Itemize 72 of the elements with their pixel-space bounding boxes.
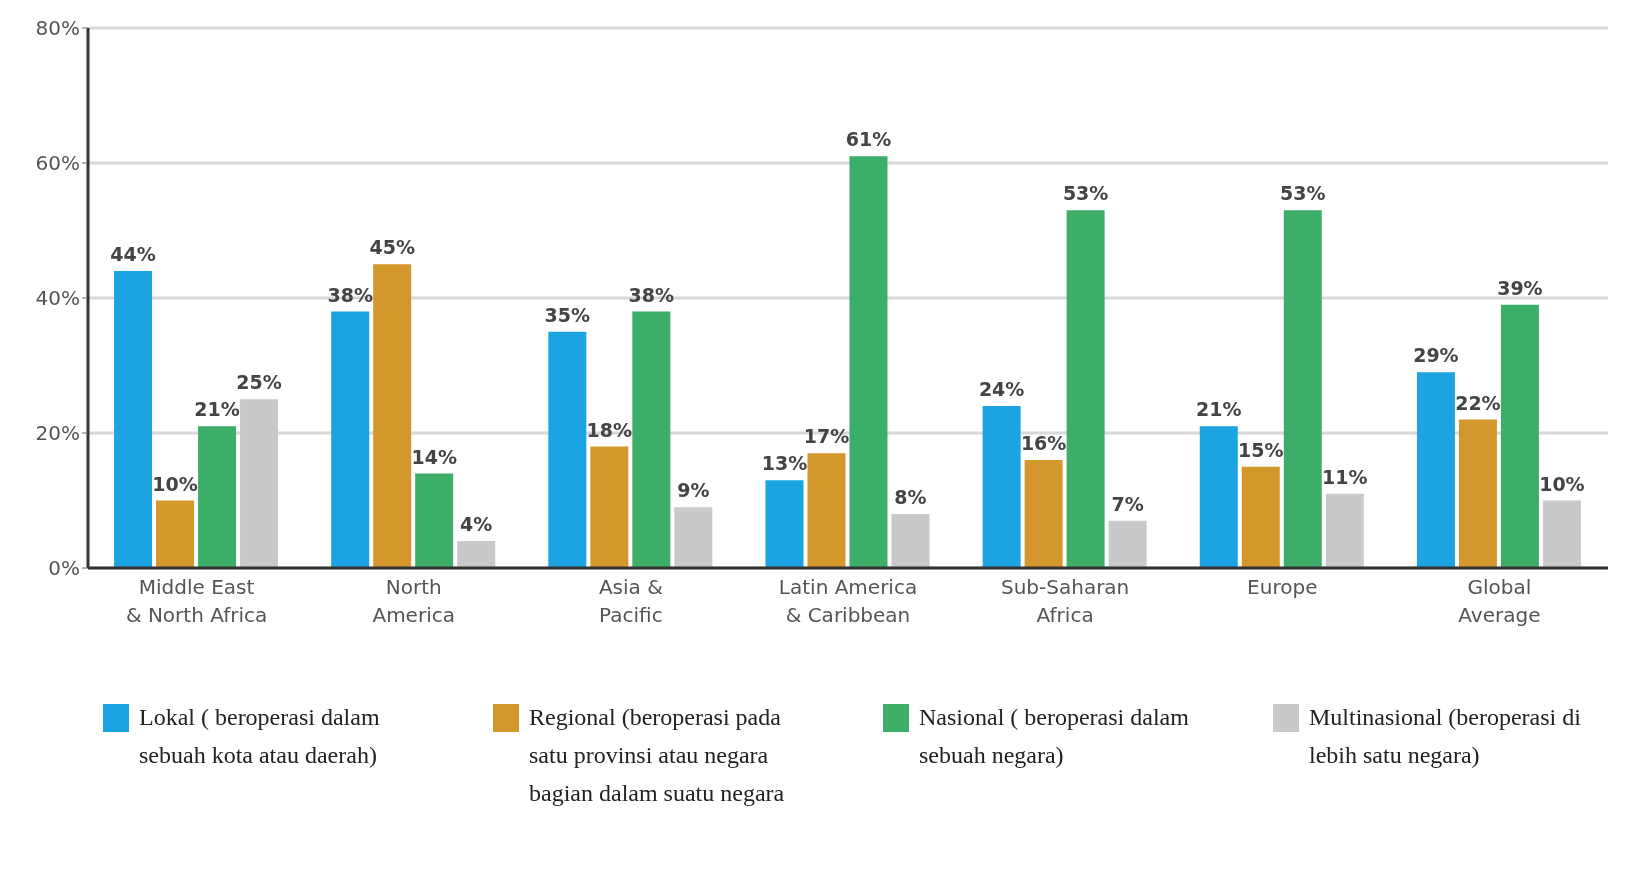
bar: [1458, 419, 1497, 568]
data-label: 24%: [978, 378, 1025, 400]
bar: [765, 480, 804, 568]
data-label: 25%: [236, 371, 282, 394]
bar: [1500, 304, 1539, 568]
bar: [331, 311, 370, 568]
bar: [1283, 210, 1322, 568]
bar: [240, 399, 279, 568]
data-label: 44%: [110, 243, 156, 265]
bar: [674, 507, 713, 568]
data-label: 10%: [152, 472, 198, 495]
bar: [590, 446, 629, 568]
data-label: 10%: [1539, 472, 1585, 495]
bar: [1542, 500, 1581, 568]
y-tick-label: 80%: [35, 16, 80, 41]
data-label: 45%: [369, 236, 415, 259]
legend-label: Nasional ( beroperasi dalam sebuah negara): [919, 703, 1190, 770]
data-label: 15%: [1238, 438, 1284, 461]
bar: [415, 473, 454, 568]
data-label: 21%: [1196, 398, 1242, 421]
bar: [114, 271, 153, 568]
bar: [548, 331, 587, 568]
bar: [1416, 372, 1455, 568]
y-tick-label: 40%: [35, 286, 80, 311]
x-tick-label: Middle East & North Africa: [125, 575, 268, 627]
data-label: 14%: [411, 445, 457, 468]
data-label: 39%: [1497, 276, 1543, 299]
x-tick-label: North America: [372, 575, 455, 627]
bar: [1024, 460, 1063, 568]
bar: [891, 514, 930, 568]
bar: [198, 426, 237, 568]
x-tick-label: Latin America & Caribbean: [778, 575, 918, 627]
bar: [457, 541, 496, 568]
bar: [849, 156, 888, 568]
bar: [982, 406, 1021, 568]
x-tick-label: Global Average: [1458, 575, 1541, 627]
x-tick-label: Asia & Pacific: [598, 575, 663, 627]
x-tick-label: Sub-Saharan Africa: [1000, 575, 1130, 627]
y-tick-label: 60%: [35, 151, 80, 176]
legend-label: Regional (beroperasi pada satu provinsi atau negara bagian dalam suatu negara: [529, 703, 786, 808]
legend-label: Multinasional (beroperasi di lebih satu negara): [1309, 703, 1582, 770]
bar: [807, 453, 846, 568]
x-tick-label: Europe: [1247, 575, 1318, 599]
data-label: 53%: [1280, 182, 1326, 205]
bar: [1325, 493, 1364, 568]
y-tick-label: 0%: [48, 556, 80, 581]
data-label: 18%: [586, 418, 633, 441]
data-label: 38%: [628, 283, 675, 306]
data-label: 8%: [894, 486, 927, 508]
data-label: 61%: [845, 128, 892, 151]
data-label: 29%: [1413, 344, 1459, 367]
data-label: 7%: [1111, 492, 1144, 515]
bar: [1066, 210, 1105, 568]
y-tick-label: 20%: [35, 421, 80, 446]
bar: [373, 264, 412, 568]
bar: [1241, 466, 1280, 568]
data-label: 35%: [544, 303, 591, 326]
data-label: 38%: [327, 283, 373, 306]
data-label: 4%: [460, 513, 493, 535]
data-label: 53%: [1062, 182, 1109, 205]
legend-label: Lokal ( beroperasi dalam sebuah kota atau daerah): [139, 703, 381, 770]
data-label: 22%: [1455, 391, 1501, 414]
data-label: 11%: [1322, 465, 1368, 488]
data-label: 17%: [803, 425, 850, 448]
data-label: 9%: [677, 479, 710, 502]
data-label: 21%: [194, 398, 240, 421]
bar: [156, 500, 195, 568]
data-label: 16%: [1020, 432, 1067, 454]
bar: [1108, 520, 1147, 568]
bar: [632, 311, 671, 568]
bar: [1199, 426, 1238, 568]
data-label: 13%: [761, 452, 808, 475]
